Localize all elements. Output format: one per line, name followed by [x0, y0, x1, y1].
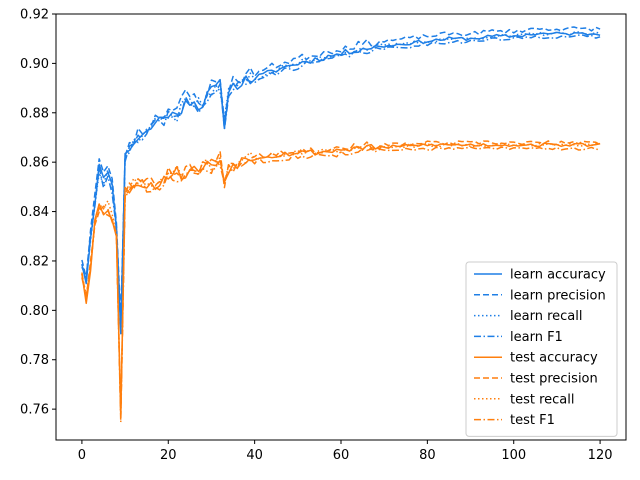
series-layer	[81, 26, 601, 423]
y-tick-label: 0.82	[20, 254, 49, 269]
y-tick-label: 0.78	[20, 353, 49, 368]
y-tick-label: 0.80	[20, 304, 49, 319]
y-tick-label: 0.88	[20, 106, 49, 121]
legend-label: test recall	[510, 392, 575, 407]
series-line-test-precision	[81, 140, 601, 417]
legend: learn accuracy learn precision learn recal…	[465, 261, 618, 437]
series-line-test-f1	[81, 146, 601, 423]
series-line-learn-precision	[81, 26, 601, 320]
legend-label: learn F1	[510, 330, 563, 345]
y-tick-label: 0.90	[20, 57, 49, 72]
y-tick-label: 0.76	[20, 403, 49, 418]
legend-label: learn precision	[510, 288, 606, 303]
x-tick-label: 0	[78, 448, 86, 463]
x-tick-label: 80	[419, 448, 436, 463]
legend-label: test F1	[510, 413, 555, 428]
legend-frame	[465, 261, 618, 437]
legend-label: learn accuracy	[510, 268, 606, 283]
series-line-test-recall	[81, 142, 601, 416]
x-axis: 0 20 40 60 80 100 120	[78, 440, 613, 463]
y-axis: 0.76 0.78 0.80 0.82 0.84 0.86 0.88 0.90 0.92	[20, 8, 56, 418]
legend-label: test accuracy	[510, 351, 598, 366]
y-tick-label: 0.84	[20, 205, 49, 220]
series-line-learn-f1	[81, 34, 601, 329]
x-tick-label: 100	[501, 448, 526, 463]
legend-label: learn recall	[510, 309, 582, 324]
legend-label: test precision	[510, 372, 598, 387]
series-line-learn-recall	[81, 31, 601, 329]
series-line-test-accuracy	[81, 142, 601, 416]
x-tick-label: 120	[588, 448, 613, 463]
x-tick-label: 60	[333, 448, 350, 463]
y-tick-label: 0.86	[20, 156, 49, 171]
x-tick-label: 40	[246, 448, 263, 463]
x-tick-label: 20	[160, 448, 177, 463]
y-tick-label: 0.92	[20, 8, 49, 23]
